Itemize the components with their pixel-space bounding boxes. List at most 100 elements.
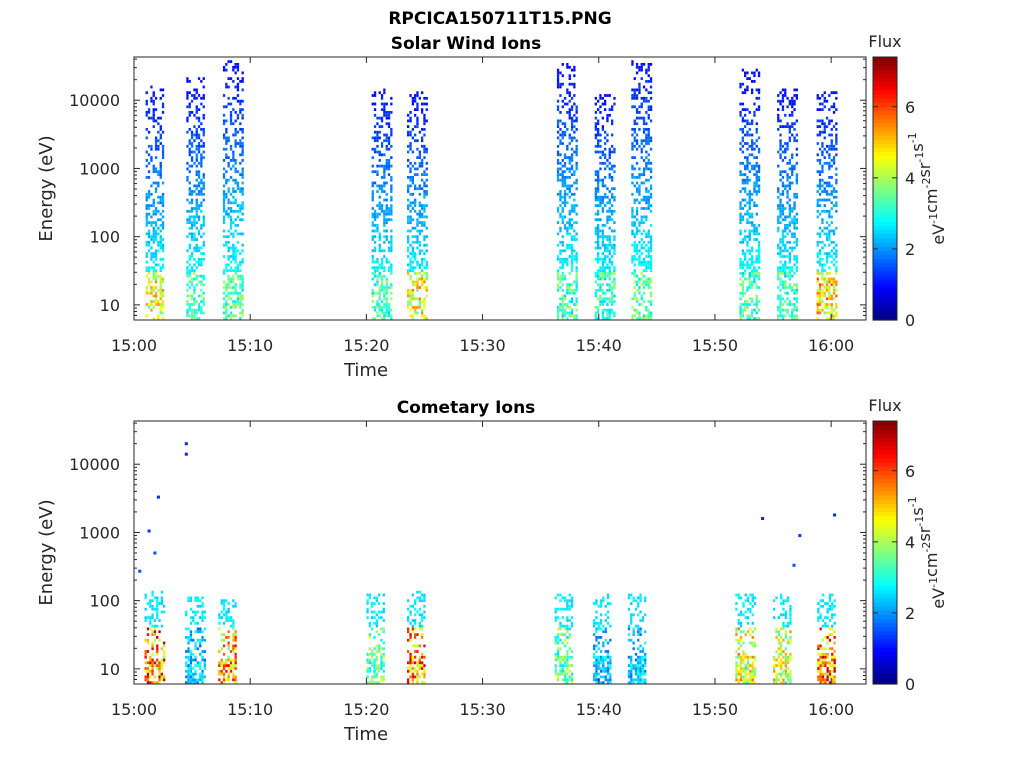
heat-cell	[193, 269, 196, 272]
heat-cell	[608, 260, 611, 264]
heat-cell	[556, 638, 560, 642]
colorbar-step	[873, 299, 897, 305]
heat-cell	[371, 235, 374, 239]
heat-cell	[561, 317, 564, 320]
heat-cell	[409, 621, 412, 625]
heat-cell	[645, 80, 648, 83]
heat-cell	[755, 108, 758, 111]
heat-cell	[642, 99, 646, 103]
heat-cell	[602, 630, 605, 634]
heat-cell	[227, 607, 230, 611]
heat-cell	[594, 195, 597, 199]
heat-cell	[755, 144, 758, 148]
heat-cell	[416, 91, 419, 95]
heat-cell	[147, 249, 151, 253]
heat-cell	[835, 243, 838, 247]
heat-cell	[195, 300, 198, 303]
heat-cell	[409, 176, 412, 179]
heat-cell	[613, 209, 616, 213]
heat-cell	[227, 164, 230, 168]
heat-cell	[421, 108, 424, 111]
heat-cell	[606, 274, 609, 278]
heat-cell	[239, 291, 242, 295]
heat-cell	[777, 113, 780, 117]
heat-cell	[795, 173, 798, 176]
heat-cell	[239, 122, 242, 126]
heat-cell	[425, 249, 428, 253]
heat-cell	[151, 607, 154, 611]
heat-cell	[411, 136, 414, 140]
heat-cell	[635, 63, 639, 66]
heat-cell	[779, 246, 782, 250]
heat-cell	[159, 173, 162, 176]
heat-cell	[635, 209, 639, 213]
heat-cell	[416, 139, 419, 143]
heat-cell	[649, 243, 653, 247]
heat-cell	[608, 209, 611, 213]
heat-cell	[635, 300, 639, 303]
heat-cell	[563, 596, 567, 600]
heat-cell	[385, 257, 388, 261]
heat-cell	[784, 314, 787, 318]
heat-cell	[156, 667, 159, 670]
heat-cell	[196, 599, 199, 603]
heat-cell	[568, 82, 571, 86]
heat-cell	[570, 291, 574, 295]
heat-cell	[559, 212, 562, 216]
heat-cell	[649, 291, 653, 295]
heat-cell	[642, 63, 646, 66]
heat-cell	[152, 181, 155, 185]
heat-cell	[366, 669, 369, 673]
heat-cell	[570, 235, 574, 239]
heat-cell	[832, 314, 836, 318]
heat-cell	[368, 661, 371, 665]
heat-cell	[608, 243, 611, 247]
heat-cell	[575, 308, 578, 312]
heat-cell	[637, 647, 640, 651]
heat-cell	[373, 209, 377, 213]
colorbar-step	[873, 114, 897, 120]
heat-cell	[566, 599, 569, 603]
heat-cell	[613, 243, 616, 247]
heat-cell	[570, 122, 574, 126]
heat-cell	[195, 111, 198, 114]
heat-cell	[159, 142, 162, 145]
heat-cell	[573, 65, 576, 69]
heat-cell	[561, 678, 564, 682]
heat-cell	[425, 96, 428, 100]
heat-cell	[241, 212, 244, 216]
heat-cell	[570, 655, 574, 659]
heat-cell	[631, 142, 634, 145]
heat-cell	[594, 192, 597, 196]
heat-cell	[147, 207, 151, 210]
heat-cell	[409, 638, 412, 642]
heat-cell	[407, 176, 410, 179]
heat-cell	[751, 621, 754, 625]
heat-cell	[832, 286, 836, 289]
heat-cell	[411, 593, 414, 597]
heat-cell	[185, 669, 188, 673]
heat-cell	[755, 274, 758, 278]
heat-cell	[373, 661, 376, 665]
heat-cell	[411, 619, 414, 622]
heat-cell	[229, 218, 233, 222]
burst-6	[554, 593, 574, 684]
heat-cell	[604, 204, 607, 207]
heat-cell	[147, 283, 151, 287]
heat-cell	[144, 593, 147, 597]
heat-cell	[566, 65, 569, 69]
heat-cell	[741, 238, 744, 241]
heat-cell	[647, 252, 650, 255]
heat-cell	[188, 153, 191, 157]
heat-cell	[409, 218, 412, 222]
heat-cell	[823, 147, 826, 151]
heat-cell	[195, 88, 198, 92]
heat-cell	[613, 198, 616, 202]
colorbar-step	[873, 159, 897, 165]
heat-cell	[563, 201, 567, 205]
heat-cell	[232, 624, 235, 628]
x-tick-label: 15:10	[227, 336, 273, 355]
heat-cell	[222, 638, 226, 642]
heat-cell	[225, 317, 228, 320]
heat-cell	[390, 308, 393, 312]
